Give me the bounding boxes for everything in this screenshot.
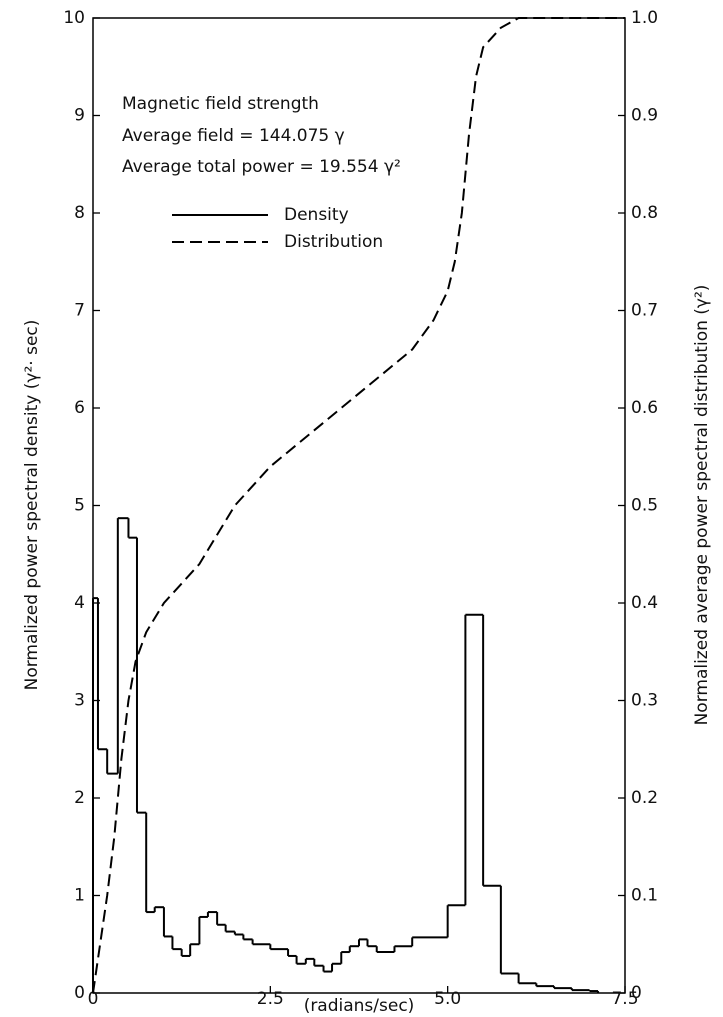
y-tick-label: 1: [74, 886, 85, 906]
y-tick-label: 8: [74, 203, 85, 223]
y-tick-label: 6: [74, 398, 85, 418]
y-axis-label: Normalized power spectral density (γ²· s…: [22, 320, 42, 691]
y2-tick-label: 0.7: [631, 301, 658, 321]
y2-tick-label: 0: [631, 983, 642, 1003]
y-tick-label: 10: [63, 8, 85, 28]
y-tick-label: 0: [74, 983, 85, 1003]
y-tick-label: 2: [74, 788, 85, 808]
annotation: Magnetic field strength: [122, 94, 319, 114]
y2-tick-label: 0.3: [631, 691, 658, 711]
y2-axis-label: Normalized average power spectral distri…: [692, 285, 712, 726]
y2-tick-label: 0.2: [631, 788, 658, 808]
y2-tick-label: 0.9: [631, 106, 658, 126]
y-tick-label: 9: [74, 106, 85, 126]
x-tick-label: 2.5: [257, 989, 284, 1009]
y2-tick-label: 0.4: [631, 593, 658, 613]
y2-tick-label: 0.5: [631, 496, 658, 516]
legend-label: Density: [284, 205, 349, 225]
y-tick-label: 5: [74, 496, 85, 516]
x-tick-label: 5.0: [434, 989, 461, 1009]
x-axis-label: (radians/sec): [304, 996, 415, 1016]
annotation: Average total power = 19.554 γ²: [122, 157, 401, 177]
y-tick-label: 4: [74, 593, 85, 613]
y2-tick-label: 0.1: [631, 886, 658, 906]
y-tick-label: 7: [74, 301, 85, 321]
y2-tick-label: 0.8: [631, 203, 658, 223]
y2-tick-label: 0.6: [631, 398, 658, 418]
y2-tick-label: 1.0: [631, 8, 658, 28]
x-tick-label: 0: [88, 989, 99, 1009]
y-tick-label: 3: [74, 691, 85, 711]
annotation: Average field = 144.075 γ: [122, 126, 345, 146]
x-tick-label: 7.5: [611, 989, 638, 1009]
legend-label: Distribution: [284, 232, 383, 252]
line: [92, 17, 625, 994]
